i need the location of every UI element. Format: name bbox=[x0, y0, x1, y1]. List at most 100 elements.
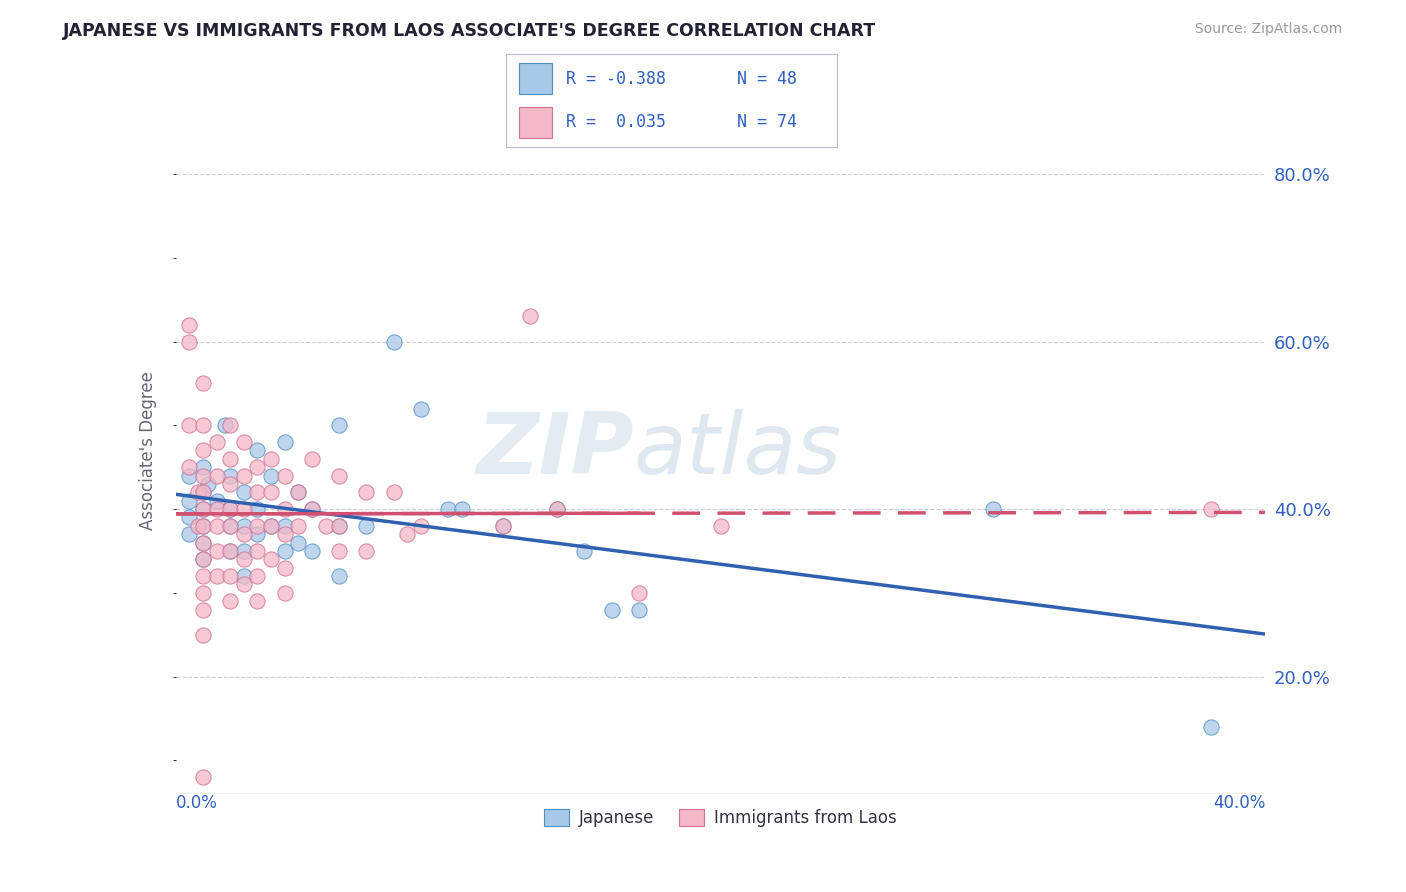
Point bbox=[287, 519, 309, 533]
Point bbox=[232, 577, 254, 591]
Y-axis label: Associate's Degree: Associate's Degree bbox=[139, 371, 157, 530]
Point bbox=[396, 527, 419, 541]
Point bbox=[246, 544, 269, 558]
Point bbox=[191, 468, 214, 483]
Text: Source: ZipAtlas.com: Source: ZipAtlas.com bbox=[1195, 22, 1343, 37]
Point bbox=[205, 468, 228, 483]
Point bbox=[492, 519, 515, 533]
Point bbox=[179, 468, 201, 483]
Legend: Japanese, Immigrants from Laos: Japanese, Immigrants from Laos bbox=[537, 802, 904, 834]
Point bbox=[191, 485, 214, 500]
Point bbox=[356, 485, 378, 500]
Point bbox=[328, 544, 350, 558]
Point bbox=[179, 460, 201, 475]
Point bbox=[205, 502, 228, 516]
Point bbox=[232, 502, 254, 516]
Point bbox=[232, 468, 254, 483]
Point bbox=[328, 418, 350, 433]
Point bbox=[627, 586, 650, 600]
Point bbox=[246, 519, 269, 533]
Point bbox=[232, 485, 254, 500]
Point bbox=[409, 519, 432, 533]
Point bbox=[179, 527, 201, 541]
Point bbox=[191, 443, 214, 458]
Point bbox=[191, 569, 214, 583]
Bar bbox=[519, 107, 553, 138]
Point bbox=[246, 594, 269, 608]
Point bbox=[219, 502, 242, 516]
Point bbox=[356, 519, 378, 533]
Point bbox=[301, 502, 323, 516]
Point bbox=[600, 602, 623, 616]
Text: R =  0.035: R = 0.035 bbox=[565, 113, 665, 131]
Point bbox=[301, 544, 323, 558]
Point bbox=[214, 418, 236, 433]
Text: JAPANESE VS IMMIGRANTS FROM LAOS ASSOCIATE'S DEGREE CORRELATION CHART: JAPANESE VS IMMIGRANTS FROM LAOS ASSOCIA… bbox=[63, 22, 876, 40]
Point bbox=[382, 334, 405, 349]
Point bbox=[219, 451, 242, 466]
Point bbox=[246, 569, 269, 583]
Point bbox=[356, 544, 378, 558]
Point bbox=[219, 544, 242, 558]
Point bbox=[274, 560, 297, 574]
Point bbox=[301, 451, 323, 466]
Point bbox=[450, 502, 472, 516]
Point bbox=[205, 519, 228, 533]
Point bbox=[246, 502, 269, 516]
Point bbox=[219, 468, 242, 483]
Text: ZIP: ZIP bbox=[475, 409, 633, 492]
Point bbox=[301, 502, 323, 516]
Point bbox=[219, 519, 242, 533]
Point bbox=[981, 502, 1004, 516]
Point bbox=[191, 502, 214, 516]
Point bbox=[328, 468, 350, 483]
Point bbox=[191, 519, 214, 533]
Point bbox=[246, 443, 269, 458]
Point bbox=[205, 569, 228, 583]
Bar bbox=[519, 63, 553, 94]
Point bbox=[409, 401, 432, 416]
Point bbox=[274, 519, 297, 533]
Point bbox=[260, 468, 283, 483]
Text: 0.0%: 0.0% bbox=[176, 794, 218, 812]
Point bbox=[260, 519, 283, 533]
Point bbox=[574, 544, 596, 558]
Point bbox=[179, 318, 201, 332]
Point bbox=[191, 418, 214, 433]
Point bbox=[219, 519, 242, 533]
Point bbox=[328, 519, 350, 533]
Point bbox=[260, 552, 283, 566]
Point bbox=[191, 376, 214, 391]
Point bbox=[219, 594, 242, 608]
Point bbox=[246, 485, 269, 500]
Point bbox=[232, 552, 254, 566]
Point bbox=[179, 334, 201, 349]
Point bbox=[1199, 502, 1222, 516]
Point bbox=[274, 468, 297, 483]
Point bbox=[274, 586, 297, 600]
Text: atlas: atlas bbox=[633, 409, 841, 492]
Point bbox=[519, 310, 541, 324]
Point bbox=[186, 485, 209, 500]
Point bbox=[191, 628, 214, 642]
Point bbox=[260, 485, 283, 500]
Point bbox=[260, 519, 283, 533]
Point bbox=[191, 586, 214, 600]
Point bbox=[205, 435, 228, 450]
Point bbox=[315, 519, 337, 533]
Point bbox=[219, 477, 242, 491]
Point bbox=[274, 435, 297, 450]
Point bbox=[191, 485, 214, 500]
Point bbox=[179, 493, 201, 508]
Point bbox=[492, 519, 515, 533]
Point bbox=[179, 510, 201, 524]
Point bbox=[191, 460, 214, 475]
Point bbox=[627, 602, 650, 616]
Point bbox=[1199, 720, 1222, 734]
Point bbox=[274, 502, 297, 516]
Point bbox=[232, 569, 254, 583]
Point bbox=[546, 502, 568, 516]
Point bbox=[219, 502, 242, 516]
Point bbox=[232, 519, 254, 533]
Point bbox=[437, 502, 460, 516]
